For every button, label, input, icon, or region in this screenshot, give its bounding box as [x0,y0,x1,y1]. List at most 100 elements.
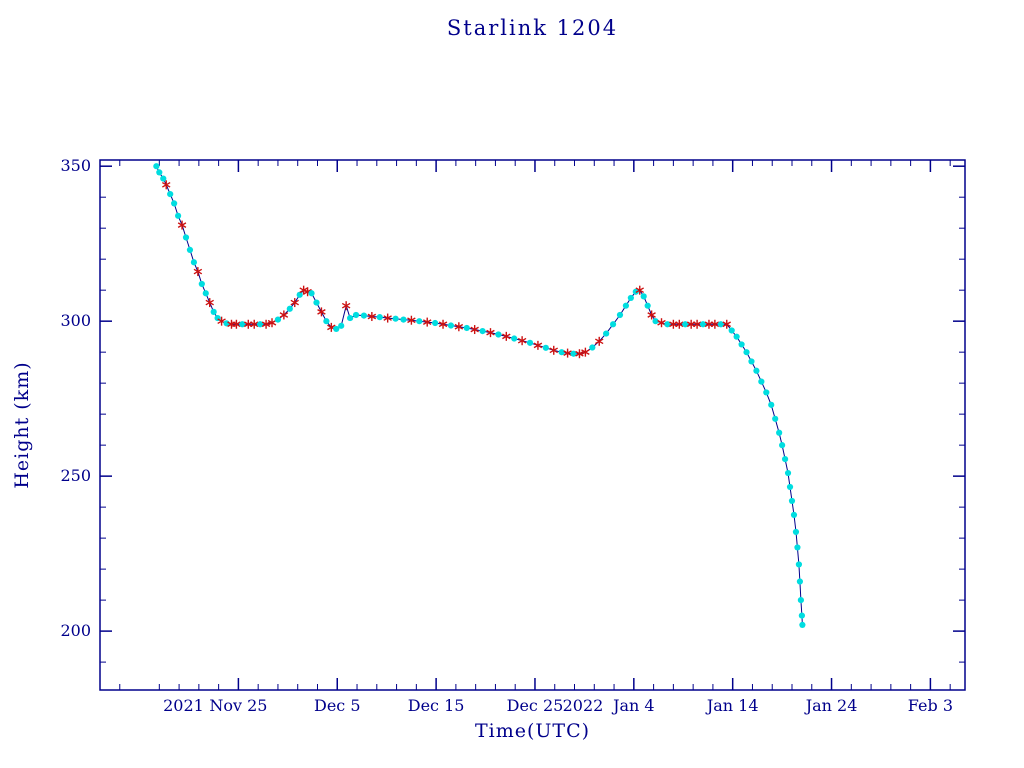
cyan-marker [447,322,455,329]
red-asterisk-marker [261,319,271,329]
cyan-marker [622,302,630,309]
cyan-marker [333,325,340,333]
cyan-marker [699,321,707,328]
cyan-marker [360,312,368,319]
red-asterisk-marker [635,285,645,295]
red-asterisk-marker [675,319,684,329]
cyan-marker [526,339,534,346]
cyan-marker [733,333,740,340]
cyan-marker [296,291,303,298]
cyan-marker [743,349,750,356]
x-tick-label: Nov 25 [209,696,267,715]
cyan-marker [202,290,209,297]
cyan-marker [798,612,805,619]
cyan-marker [495,331,502,338]
cyan-marker [463,324,470,332]
cyan-marker [738,341,745,348]
cyan-marker [352,311,360,319]
x-tick-label: Feb 3 [908,696,953,715]
cyan-marker [627,294,634,302]
cyan-marker [511,335,518,342]
red-asterisk-marker [533,340,543,350]
red-asterisk-marker [454,322,464,332]
red-asterisk-marker [367,312,377,322]
red-asterisk-marker [193,267,203,277]
cyan-marker [160,175,167,182]
cyan-marker [210,308,217,315]
cyan-marker [167,190,174,198]
x-tick-label: Dec 5 [314,696,361,715]
cyan-marker [644,302,651,309]
x-tick-label: Jan 24 [804,696,858,715]
y-tick-label: 300 [60,311,91,330]
cyan-marker [682,321,689,328]
cyan-marker [313,299,320,306]
x-tick-label: Jan 14 [705,696,759,715]
cyan-marker [781,455,789,463]
cyan-marker [257,321,264,328]
cyan-marker [772,415,779,422]
cyan-marker [768,401,775,408]
red-asterisk-marker [279,310,289,320]
cyan-marker [198,280,205,288]
red-asterisk-marker [205,298,214,308]
x-axis-label: Time(UTC) [474,720,591,742]
cyan-marker [786,483,794,491]
cyan-marker [171,200,178,207]
red-asterisk-marker [710,319,720,329]
cyan-marker [156,169,163,176]
cyan-marker [797,597,804,604]
x-tick-label: Jan 4 [611,696,655,715]
cyan-marker [432,319,439,327]
cyan-marker [338,322,345,329]
x-tick-year-label: 2021 [163,696,204,715]
cyan-marker [347,314,354,322]
cyan-marker [603,330,610,337]
y-tick-label: 200 [60,621,91,640]
cyan-marker [323,318,330,325]
red-asterisk-marker [594,336,604,346]
cyan-marker [239,321,246,328]
cyan-marker [779,442,786,449]
cyan-marker [376,314,383,321]
x-tick-label: Dec 15 [408,696,465,715]
cyan-marker [717,321,724,328]
cyan-marker [153,163,160,170]
cyan-marker [763,389,770,396]
red-asterisk-marker [341,301,351,311]
cyan-marker [190,259,198,266]
red-asterisk-marker [486,328,495,338]
red-asterisk-marker [581,347,590,357]
cyan-marker [664,321,671,328]
cyan-marker [274,316,282,323]
cyan-marker [182,234,190,241]
cyan-marker [790,511,798,518]
red-asterisk-marker [438,319,448,329]
red-asterisk-marker [517,336,527,346]
cyan-marker [784,469,792,477]
cyan-marker [479,327,486,335]
red-asterisk-marker [161,180,171,190]
red-asterisk-marker [290,298,299,308]
cyan-marker [400,316,407,323]
red-asterisk-marker [722,319,732,329]
red-asterisk-marker [317,307,326,317]
red-asterisk-marker [692,319,702,329]
cyan-marker [799,621,806,629]
red-asterisk-marker [575,349,584,359]
cyan-marker [776,429,783,436]
cyan-marker [609,321,617,328]
cyan-marker [589,344,596,351]
red-asterisk-marker [657,318,666,328]
red-asterisk-marker [549,345,559,355]
red-asterisk-marker [647,310,656,320]
red-asterisk-marker [232,319,241,329]
x-tick-year-label: 2022 [563,696,604,715]
red-asterisk-marker [407,315,416,325]
cyan-marker [286,305,293,312]
cyan-marker [542,344,549,351]
cyan-marker [308,290,315,297]
cyan-marker [640,293,647,300]
